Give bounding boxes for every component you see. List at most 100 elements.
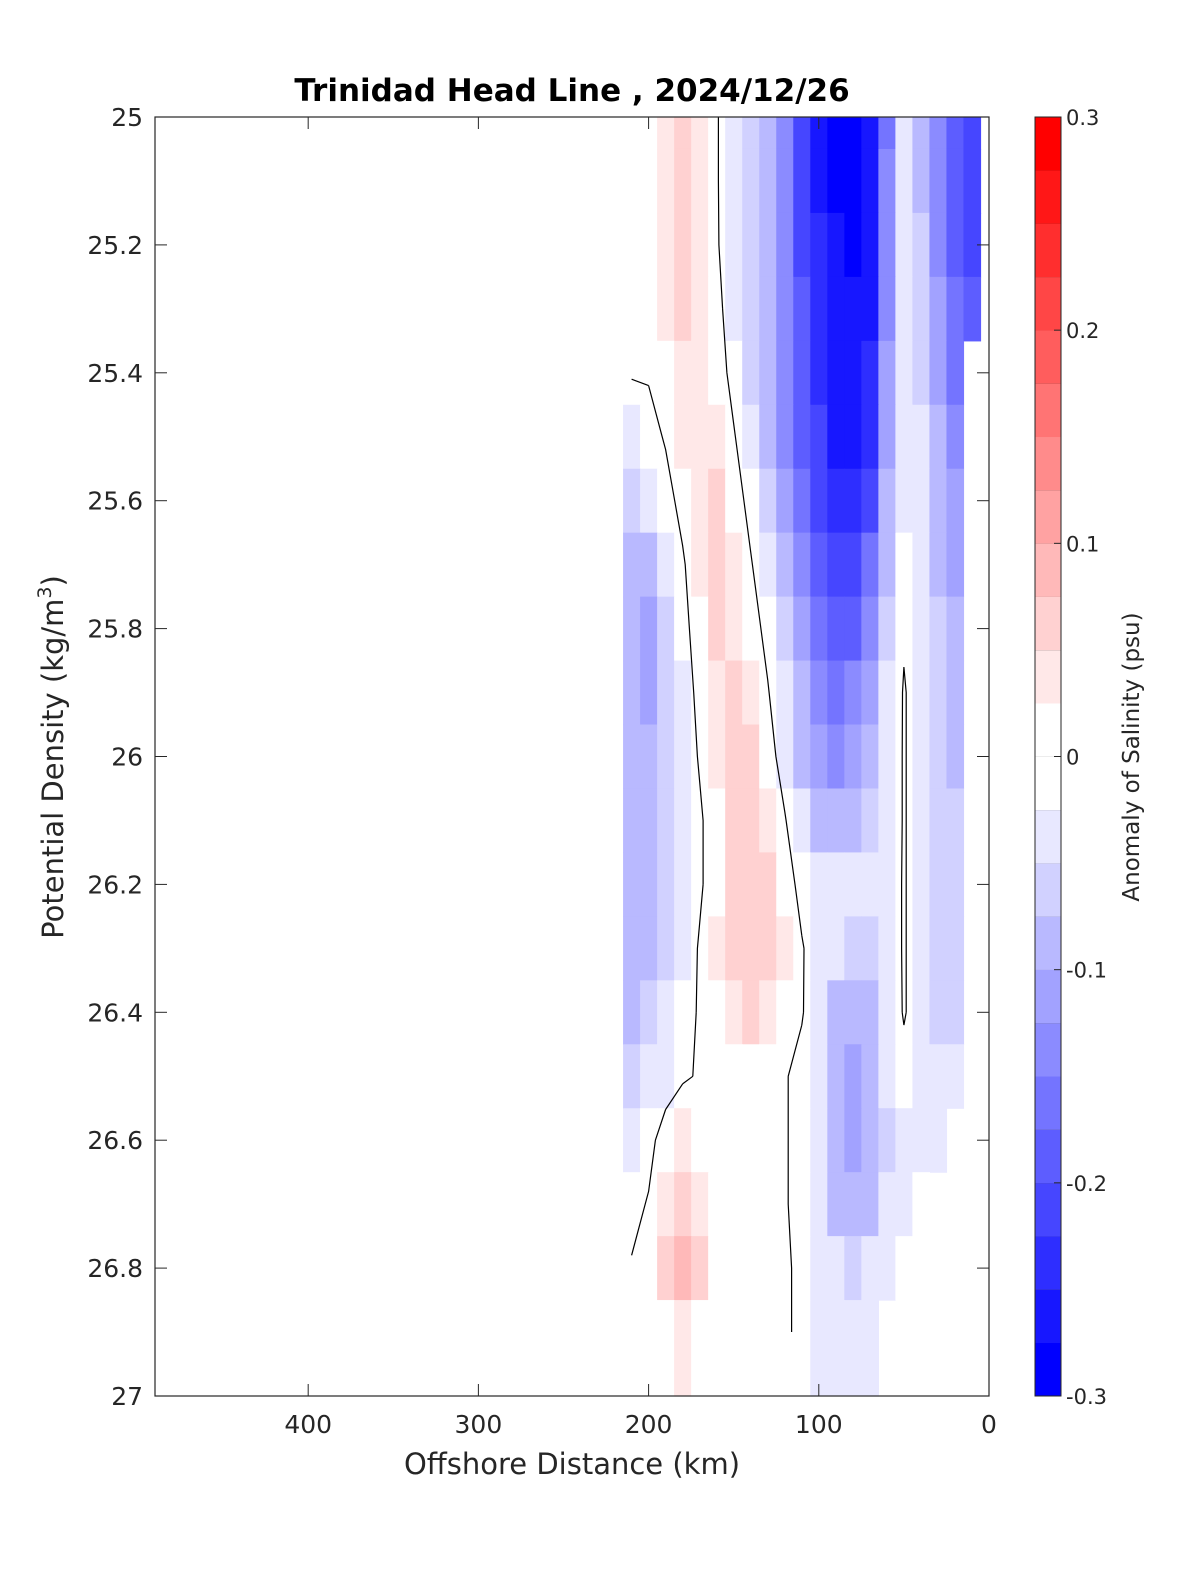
y-tick-label: 25 bbox=[111, 103, 143, 132]
heatmap-cell bbox=[793, 148, 811, 214]
heatmap-cell bbox=[810, 852, 828, 917]
heatmap-cell bbox=[878, 852, 896, 917]
y-tick-label: 25.4 bbox=[87, 359, 143, 388]
heatmap-cell bbox=[640, 276, 658, 342]
heatmap-cell bbox=[861, 1172, 879, 1237]
heatmap-cell bbox=[725, 404, 743, 470]
heatmap-cell bbox=[674, 724, 692, 790]
heatmap-cell bbox=[674, 276, 692, 342]
heatmap-cell bbox=[691, 468, 709, 534]
heatmap-cell bbox=[929, 468, 948, 534]
heatmap-cell bbox=[844, 1172, 862, 1237]
heatmap-cell bbox=[776, 117, 794, 150]
heatmap-cell bbox=[759, 276, 777, 342]
heatmap-cell bbox=[878, 532, 896, 598]
heatmap-cell bbox=[861, 404, 879, 470]
heatmap-cell bbox=[827, 1108, 845, 1173]
heatmap-cell bbox=[708, 468, 726, 534]
heatmap-cell bbox=[776, 788, 794, 854]
heatmap-cell bbox=[623, 596, 641, 662]
heatmap-cell bbox=[810, 1172, 828, 1237]
heatmap-cell bbox=[810, 660, 828, 726]
heatmap-cell bbox=[759, 980, 777, 1045]
heatmap-cell bbox=[895, 212, 914, 278]
heatmap-cell bbox=[725, 276, 743, 342]
heatmap-cell bbox=[827, 596, 845, 662]
heatmap-cell bbox=[776, 596, 794, 662]
heatmap-cell bbox=[810, 117, 828, 150]
heatmap-cell bbox=[912, 148, 931, 214]
heatmap-cell bbox=[725, 596, 743, 662]
heatmap-cell bbox=[861, 1108, 879, 1173]
heatmap-cell bbox=[657, 916, 675, 981]
heatmap-cell bbox=[827, 980, 845, 1045]
y-axis-label-superscript: 3 bbox=[34, 586, 56, 598]
heatmap-cell bbox=[878, 340, 896, 406]
heatmap-cell bbox=[929, 980, 948, 1045]
heatmap-cell bbox=[827, 724, 845, 790]
heatmap-cell bbox=[793, 980, 811, 1045]
x-tick-label: 200 bbox=[625, 1410, 673, 1439]
heatmap-cell bbox=[861, 596, 879, 662]
heatmap-cell bbox=[759, 1108, 777, 1173]
heatmap-cell bbox=[657, 1044, 675, 1109]
heatmap-cell bbox=[810, 404, 828, 470]
heatmap-cell bbox=[861, 468, 879, 534]
heatmap-cell bbox=[674, 148, 692, 214]
heatmap-cell bbox=[844, 532, 862, 598]
heatmap-cell bbox=[674, 788, 692, 854]
heatmap-cell bbox=[776, 468, 794, 534]
heatmap-cell bbox=[776, 148, 794, 214]
y-tick-label: 25.8 bbox=[87, 615, 143, 644]
heatmap-cell bbox=[657, 788, 675, 854]
heatmap-cell bbox=[878, 1044, 896, 1109]
heatmap-cell bbox=[861, 660, 879, 726]
heatmap-cell bbox=[861, 1044, 879, 1109]
heatmap-cell bbox=[657, 1172, 675, 1237]
heatmap-cell bbox=[793, 117, 811, 150]
heatmap-cell bbox=[912, 276, 931, 342]
heatmap-cell bbox=[759, 148, 777, 214]
heatmap-cell bbox=[793, 1300, 811, 1397]
heatmap-cell bbox=[674, 404, 692, 470]
heatmap-cell bbox=[844, 117, 862, 150]
heatmap-cell bbox=[742, 1172, 760, 1237]
colorbar-tick-label: -0.2 bbox=[1066, 1172, 1107, 1196]
heatmap-cell bbox=[844, 852, 862, 917]
heatmap-cell bbox=[708, 788, 726, 854]
heatmap-cell bbox=[929, 276, 948, 342]
y-axis: 25 25.2 25.4 25.6 25.8 26 26.2 26.4 26.6 26.8 27 bbox=[87, 103, 989, 1411]
heatmap-cell bbox=[776, 212, 794, 278]
heatmap-cell bbox=[827, 340, 845, 406]
heatmap-cell bbox=[674, 468, 692, 534]
heatmap-cell bbox=[776, 340, 794, 406]
heatmap-cell bbox=[759, 340, 777, 406]
heatmap-cell bbox=[895, 276, 914, 342]
heatmap-cell bbox=[844, 148, 862, 214]
heatmap-cell bbox=[691, 596, 709, 662]
heatmap-cell bbox=[674, 340, 692, 406]
heatmap-cell bbox=[793, 276, 811, 342]
heatmap-cell bbox=[674, 1044, 692, 1109]
heatmap-cell bbox=[623, 724, 641, 790]
heatmap-cell bbox=[691, 788, 709, 854]
heatmap-cell bbox=[912, 340, 931, 406]
heatmap-cell bbox=[708, 1108, 726, 1173]
heatmap-cell bbox=[844, 596, 862, 662]
zero-contour-lines bbox=[631, 117, 907, 1332]
colorbar-tick-label: 0 bbox=[1066, 746, 1079, 770]
heatmap-cell bbox=[708, 340, 726, 406]
heatmap-cell bbox=[759, 1236, 777, 1301]
colorbar-step bbox=[1035, 1342, 1061, 1397]
heatmap-cell bbox=[946, 532, 965, 598]
heatmap-cell bbox=[708, 1044, 726, 1109]
heatmap-cell bbox=[776, 724, 794, 790]
colorbar-tick-label: 0.2 bbox=[1066, 319, 1099, 343]
heatmap-cell bbox=[810, 1236, 828, 1301]
heatmap-cell bbox=[640, 1044, 658, 1109]
y-axis-label: Potential Density (kg/m3) bbox=[34, 575, 70, 939]
heatmap-cell bbox=[827, 148, 845, 214]
heatmap-cell bbox=[793, 596, 811, 662]
heatmap-cell bbox=[929, 212, 948, 278]
heatmap-cell bbox=[793, 1236, 811, 1301]
